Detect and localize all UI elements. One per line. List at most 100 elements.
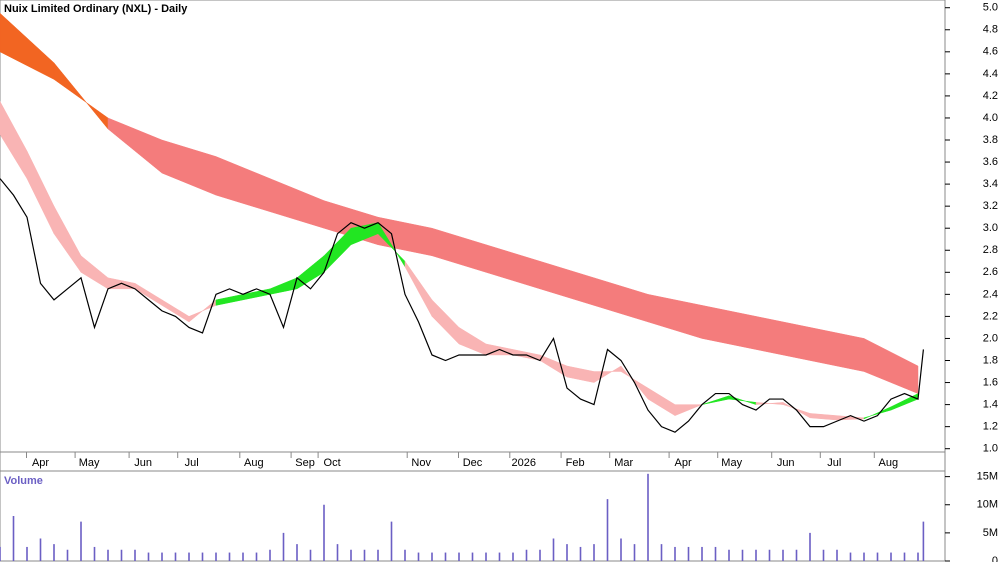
y-tick-label: 2.2 — [983, 310, 998, 322]
y-tick-label: 4.8 — [983, 24, 998, 36]
y-tick-label: 3.6 — [983, 156, 998, 168]
volume-bar — [647, 473, 649, 561]
volume-bar — [674, 546, 676, 561]
y-tick-label: 3.8 — [983, 134, 998, 146]
volume-bar — [0, 546, 1, 561]
volume-bar — [323, 504, 325, 561]
volume-bar — [660, 544, 663, 561]
y-tick-label: 5M — [983, 527, 998, 539]
volume-bar — [579, 546, 582, 561]
volume-bar — [161, 552, 163, 561]
x-tick-label: May — [79, 457, 100, 469]
volume-bar — [458, 552, 460, 561]
volume-bar — [107, 549, 109, 561]
price-panel — [0, 0, 946, 453]
volume-bar — [876, 552, 879, 561]
volume-bar — [471, 552, 474, 561]
volume-bar — [120, 549, 123, 561]
volume-bar — [795, 549, 798, 561]
volume-bar — [255, 552, 258, 561]
x-tick-label: Dec — [463, 457, 483, 469]
volume-bar — [755, 549, 757, 561]
y-tick-label: 5.0 — [983, 2, 998, 14]
volume-bar — [863, 552, 865, 561]
x-tick-label: Jun — [777, 457, 795, 469]
x-tick-label: May — [721, 457, 742, 469]
y-tick-label: 3.0 — [983, 222, 998, 234]
y-tick-label: 10M — [977, 499, 998, 511]
y-tick-label: 3.4 — [983, 178, 998, 190]
y-tick-label: 1.2 — [983, 421, 998, 433]
volume-bar — [566, 544, 568, 561]
x-tick-label: Mar — [614, 457, 633, 469]
volume-bar — [228, 552, 231, 561]
volume-bar — [849, 552, 852, 561]
x-tick-label: Aug — [879, 457, 899, 469]
volume-bar — [485, 552, 487, 561]
volume-bar — [836, 549, 838, 561]
volume-bar — [701, 546, 703, 561]
x-tick-label: Oct — [324, 457, 341, 469]
volume-bar — [53, 544, 55, 561]
volume-bar — [741, 549, 744, 561]
y-tick-label: 2.6 — [983, 266, 998, 278]
volume-bar — [215, 552, 217, 561]
volume-bar — [498, 552, 501, 561]
volume-bar — [350, 549, 352, 561]
x-tick-label: Apr — [675, 457, 692, 469]
price-line — [0, 178, 924, 433]
volume-bar — [782, 549, 784, 561]
volume-bar — [903, 552, 906, 561]
volume-bar — [687, 546, 690, 561]
volume-bar — [917, 552, 919, 561]
volume-bar — [66, 549, 69, 561]
volume-bar — [201, 552, 204, 561]
volume-bar — [512, 552, 514, 561]
volume-bar — [26, 546, 28, 561]
volume-panel — [0, 470, 946, 562]
x-tick-label: Jul — [827, 457, 841, 469]
volume-bar — [242, 552, 244, 561]
volume-bar — [296, 544, 298, 561]
volume-bar — [714, 546, 717, 561]
volume-bar — [417, 552, 420, 561]
x-tick-label: Nov — [411, 457, 431, 469]
volume-bar — [282, 532, 285, 561]
y-tick-label: 1.8 — [983, 354, 998, 366]
volume-bar — [444, 552, 447, 561]
y-tick-label: 0 — [992, 555, 998, 562]
y-tick-label: 4.4 — [983, 68, 998, 80]
volume-bar — [539, 549, 541, 561]
volume-bar — [606, 499, 609, 561]
volume-bar — [593, 544, 595, 561]
volume-bar — [12, 516, 15, 561]
volume-bar — [525, 549, 528, 561]
volume-bar — [377, 549, 379, 561]
y-tick-label: 15M — [977, 471, 998, 483]
x-tick-label: Feb — [566, 457, 585, 469]
volume-bar — [431, 552, 433, 561]
volume-bar — [922, 521, 925, 561]
volume-bar — [822, 549, 825, 561]
volume-bar — [768, 549, 771, 561]
volume-bar — [174, 552, 177, 561]
y-tick-label: 1.0 — [983, 443, 998, 455]
volume-bar — [269, 549, 271, 561]
volume-bar — [363, 549, 366, 561]
y-tick-label: 2.8 — [983, 244, 998, 256]
volume-bar — [809, 532, 811, 561]
y-tick-label: 1.4 — [983, 399, 998, 411]
y-tick-label: 1.6 — [983, 376, 998, 388]
volume-bar — [404, 549, 406, 561]
y-tick-label: 3.2 — [983, 200, 998, 212]
volume-bar — [552, 538, 555, 561]
volume-bar — [633, 544, 636, 561]
volume-bar — [336, 544, 339, 561]
x-tick-label: Jul — [185, 457, 199, 469]
volume-bar — [134, 549, 136, 561]
volume-bar — [147, 552, 150, 561]
volume-bar — [390, 521, 393, 561]
y-tick-label: 4.2 — [983, 90, 998, 102]
volume-bar — [80, 521, 82, 561]
